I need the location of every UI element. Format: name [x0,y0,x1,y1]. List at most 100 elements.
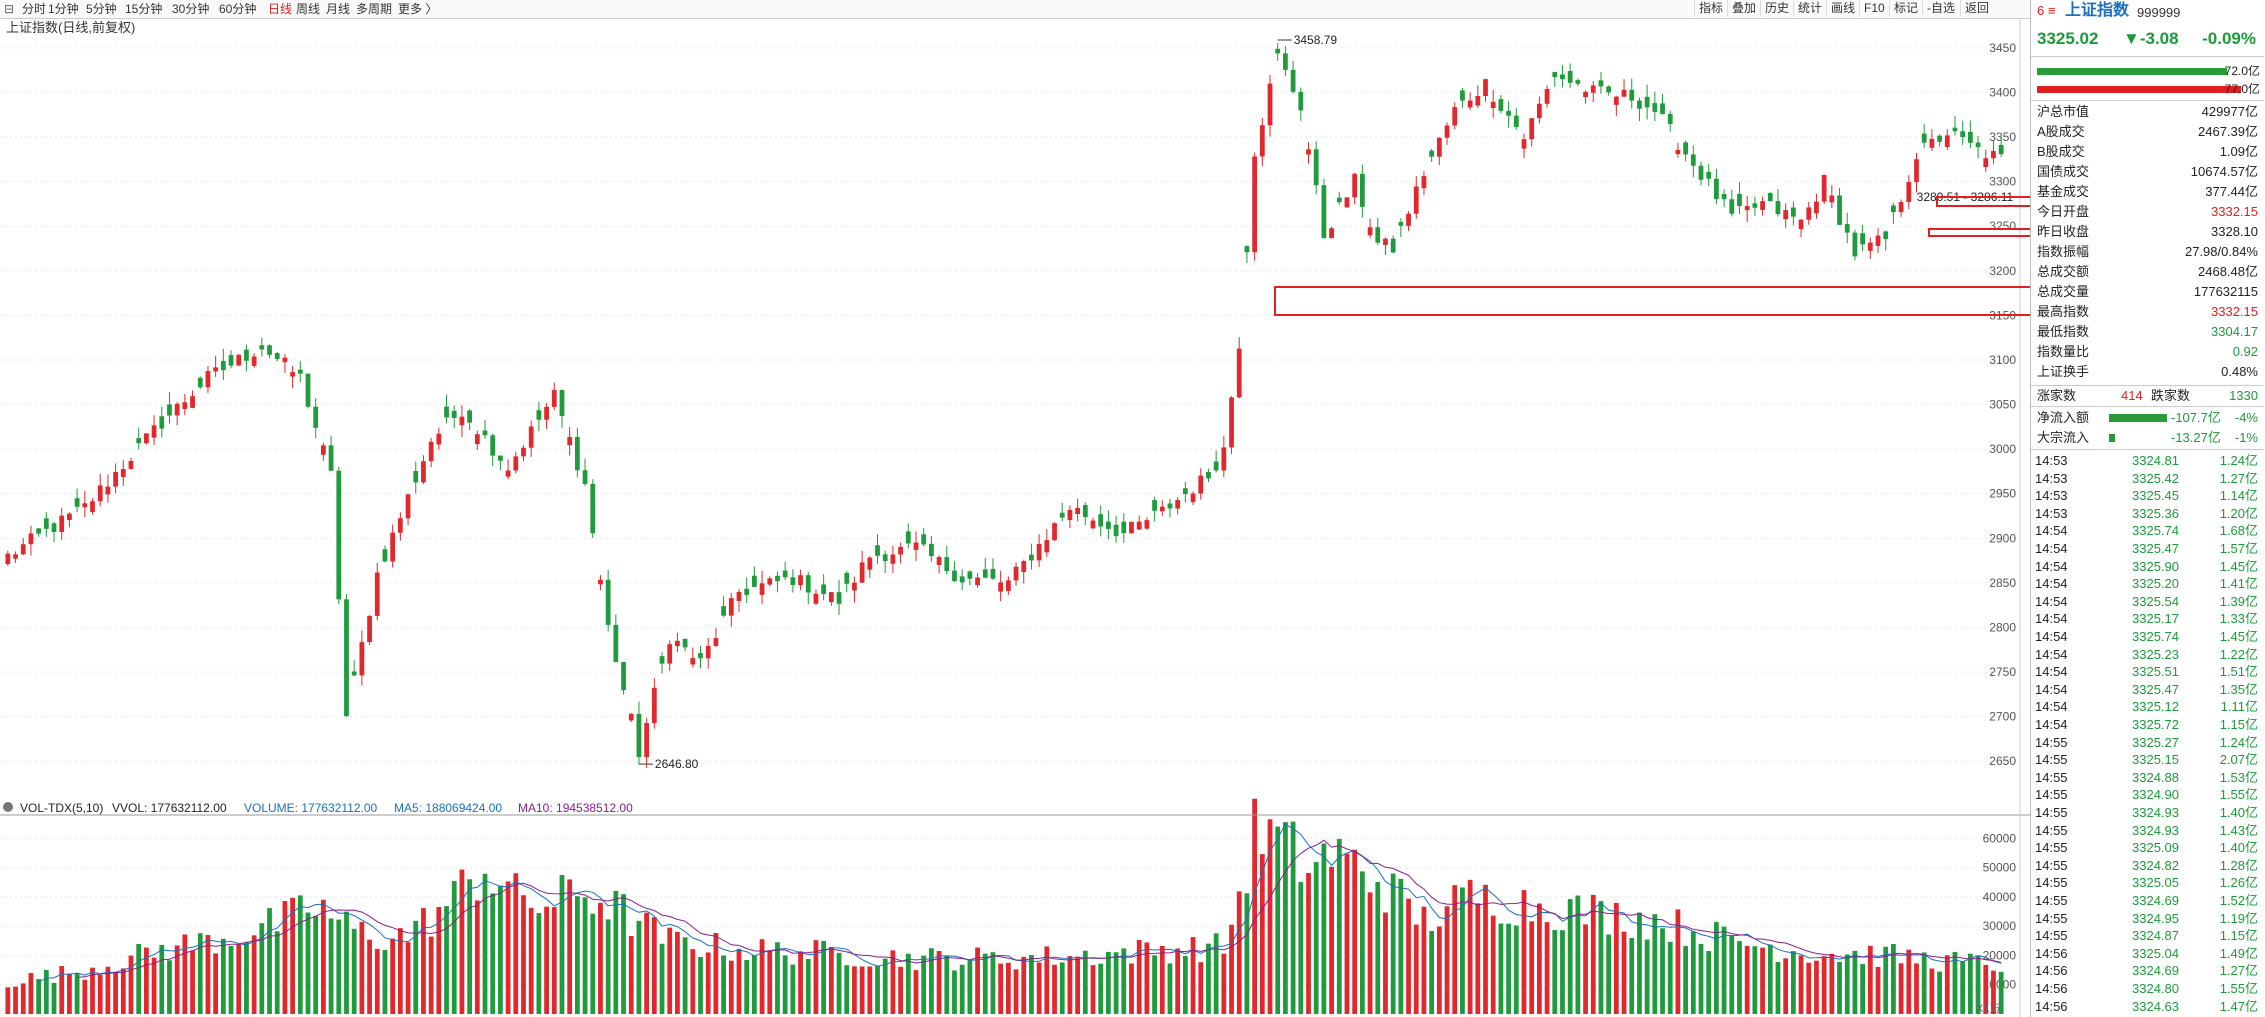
candle-body [621,662,626,691]
back-button[interactable]: 返回 [1960,0,1993,17]
overlay-button[interactable]: 叠加 [1727,0,1760,17]
mark-button[interactable]: 标记 [1889,0,1922,17]
volume-bar [413,920,419,1014]
stat-row: 最高指数 3332.15 [2031,303,2264,321]
stat-row: 总成交量 177632115 [2031,283,2264,301]
tab-multi-period[interactable]: 多周期 [356,2,393,16]
candle-body [290,372,295,377]
tab-30min[interactable]: 30分钟 [172,2,210,16]
candle-body [1144,520,1150,529]
candle-body [628,713,634,721]
candle-body [374,572,380,616]
menu-icon[interactable]: ⊟ [4,2,15,16]
candle-body [382,549,388,562]
candle-body [1567,71,1573,83]
volume-legend-name: VOL-TDX(5,10) [20,801,103,815]
candle-body [598,579,603,585]
candle-body [921,534,927,545]
candle-body [1660,103,1665,114]
candle-body [1991,151,1996,159]
candle-body [1906,182,1912,202]
tab-monthly[interactable]: 月线 [326,2,351,16]
price-tick-label: 2650 [1989,754,2016,768]
watchlist-button[interactable]: -自选 [1922,0,1959,17]
volume-bar [36,979,42,1014]
volume-bar [1629,938,1635,1014]
history-button[interactable]: 历史 [1760,0,1793,17]
candle-body [1652,103,1658,112]
volume-bar [805,958,811,1014]
index-code: 999999 [2137,5,2181,20]
tick-amount: 1.68亿 [2219,523,2258,539]
candle-body [513,456,519,471]
tab-60min[interactable]: 60分钟 [219,2,257,16]
volume-bar [113,971,118,1014]
candle-body [1983,158,1989,167]
volume-bar [621,894,626,1014]
low-marker-label: 2646.80 [655,757,699,771]
candle-body [174,403,180,416]
block-inflow-label: 大宗流入 [2037,430,2090,445]
tab-more[interactable]: 更多 〉 [398,2,438,16]
volume-bar [1159,945,1165,1014]
volume-bar [1136,940,1142,1014]
volume-bar [1883,946,1889,1014]
volume-bar [1098,963,1104,1014]
volume-bar [1860,964,1866,1014]
collapse-icon[interactable] [3,802,13,812]
volume-bar [1829,953,1835,1014]
volume-bar [1082,950,1088,1014]
volume-ma10-line [77,839,2002,978]
tick-time: 14:54 [2035,717,2068,732]
volume-bar [382,949,388,1014]
volume-bar [1213,933,1219,1014]
quote-panel: 6 ≡ 上证指数 999999 3325.02 ▼-3.08 -0.09% 72… [2030,0,2265,1017]
indicator-button[interactable]: 指标 [1694,0,1727,17]
volume-bar [1967,953,1973,1014]
tick-time: 14:53 [2035,453,2068,468]
tab-1min[interactable]: 1分钟 [48,2,79,16]
tab-weekly[interactable]: 周线 [296,2,321,16]
tick-time: 14:56 [2035,945,2068,961]
price-tick-label: 2750 [1989,665,2016,679]
tick-time: 14:55 [2035,840,2068,856]
volume-bar [1952,951,1958,1014]
volume-bar [913,970,919,1014]
tick-price: 3324.81 [2132,453,2179,468]
tick-row: 14:54 3325.23 1.22亿 [2031,646,2264,664]
tick-time: 14:56 [2035,998,2068,1014]
volume-bar [374,948,380,1014]
volume-bar [1613,902,1619,1014]
volume-bar [1844,954,1850,1014]
volume-bar [1029,955,1034,1014]
volume-bar [744,960,750,1014]
tab-15min[interactable]: 15分钟 [125,2,163,16]
statistics-button[interactable]: 统计 [1793,0,1826,17]
candle-body [1929,138,1935,148]
volume-bar [582,897,588,1014]
volume-bar [521,895,526,1014]
tab-intraday[interactable]: 分时 [22,2,47,16]
f10-button[interactable]: F10 [1859,0,1889,17]
volume-bar [474,900,480,1014]
tab-5min[interactable]: 5分钟 [86,2,117,16]
candle-body [1844,224,1850,233]
tick-time: 14:55 [2035,875,2068,891]
volume-bar [1198,962,1204,1014]
candle-body [236,354,242,366]
tick-price: 3325.04 [2132,945,2179,961]
market-badge-icon: 6 ≡ [2037,3,2056,18]
candle-body [1182,488,1188,495]
candlestick-chart[interactable]: 2650 2700 2750 2800 2850 2900 2950 3000 3050 3100… [0,18,2030,1017]
price-tick-label: 2800 [1989,620,2016,634]
candle-body [1005,580,1011,591]
tick-amount: 1.45亿 [2219,629,2258,644]
candle-body [1644,96,1650,108]
candle-body [1583,91,1588,98]
volume-bar [944,955,950,1014]
candle-body [1275,48,1281,54]
volume-bar [82,979,88,1014]
draw-line-button[interactable]: 画线 [1826,0,1859,17]
volume-bar [1621,931,1627,1014]
tab-daily[interactable]: 日线 [268,2,293,16]
